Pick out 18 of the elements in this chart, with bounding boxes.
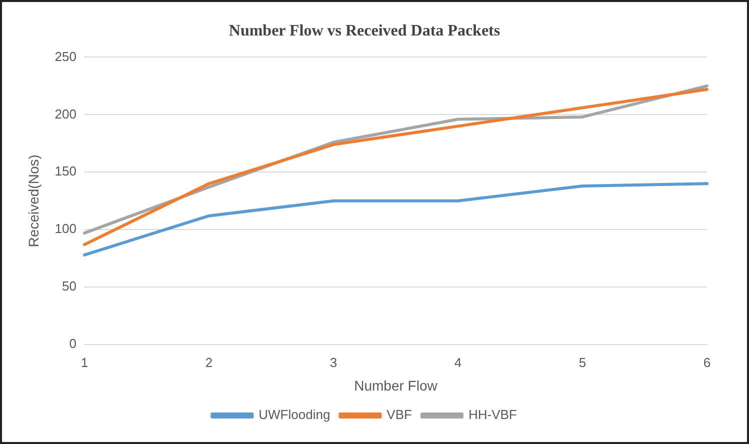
x-tick-label: 2 xyxy=(205,354,213,370)
y-tick-label: 250 xyxy=(54,48,76,64)
y-axis-title: Received(Nos) xyxy=(25,154,42,248)
x-tick-label: 3 xyxy=(330,354,338,370)
y-tick-label: 200 xyxy=(54,106,76,122)
x-tick-label: 6 xyxy=(703,354,711,370)
y-tick-label: 50 xyxy=(62,278,76,294)
y-tick-label: 100 xyxy=(54,221,76,236)
y-tick-label: 150 xyxy=(54,164,76,179)
x-tick-label: 4 xyxy=(454,354,462,370)
x-axis-title: Number Flow xyxy=(354,377,438,394)
x-tick-label: 5 xyxy=(578,354,586,370)
legend-label: UWFlooding xyxy=(258,407,330,422)
chart-title: Number Flow vs Received Data Packets xyxy=(228,22,500,40)
y-tick-label: 0 xyxy=(69,336,76,352)
x-tick-label: 1 xyxy=(80,354,88,370)
legend-label: VBF xyxy=(386,407,412,422)
legend-label: HH-VBF xyxy=(468,407,517,422)
